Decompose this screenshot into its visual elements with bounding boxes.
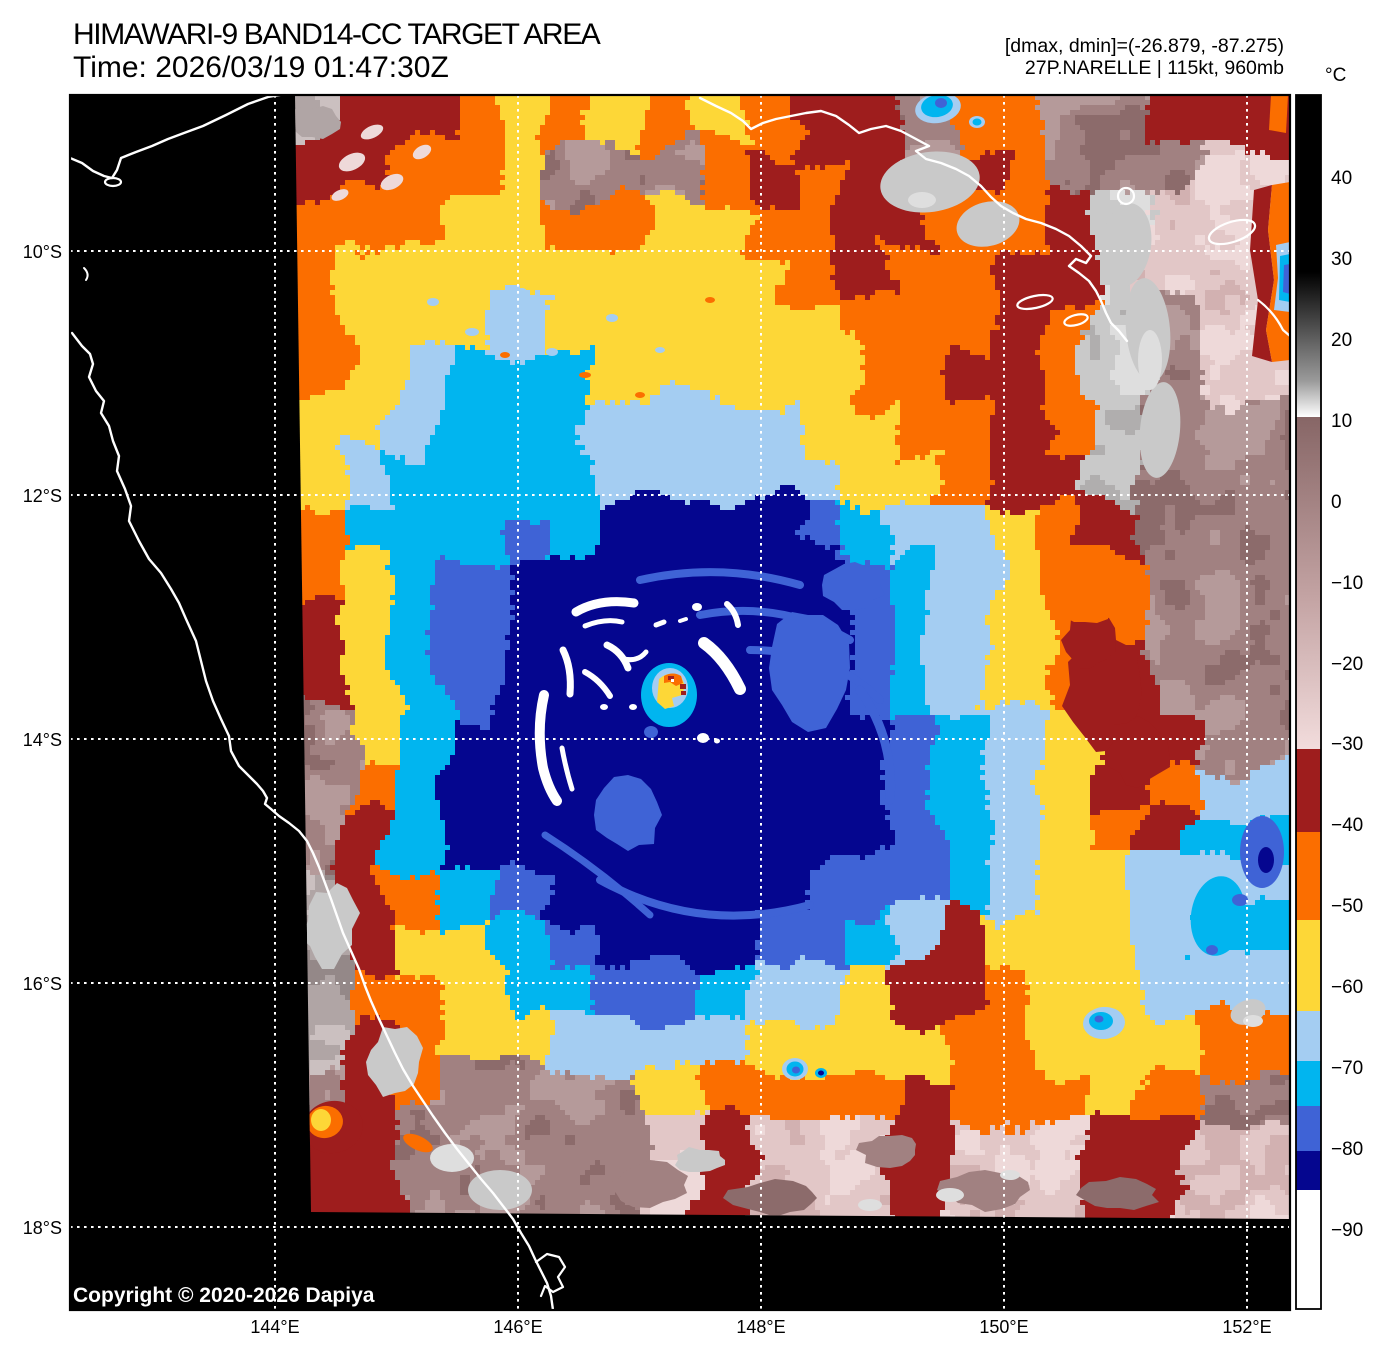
svg-text:144°E: 144°E — [250, 1317, 299, 1337]
svg-text:18°S: 18°S — [23, 1218, 62, 1238]
svg-text:10: 10 — [1331, 411, 1352, 432]
svg-text:−30: −30 — [1331, 734, 1363, 755]
svg-text:−10: −10 — [1331, 573, 1363, 594]
svg-text:−40: −40 — [1331, 815, 1363, 836]
svg-text:−20: −20 — [1331, 654, 1363, 675]
svg-text:[dmax, dmin]=(-26.879, -87.275: [dmax, dmin]=(-26.879, -87.275) — [1005, 35, 1284, 57]
svg-text:148°E: 148°E — [736, 1317, 785, 1337]
svg-text:−70: −70 — [1331, 1058, 1363, 1079]
svg-text:12°S: 12°S — [23, 486, 62, 506]
svg-text:30: 30 — [1331, 249, 1352, 270]
svg-text:Copyright © 2020-2026 Dapiya: Copyright © 2020-2026 Dapiya — [73, 1284, 375, 1307]
svg-text:°C: °C — [1325, 65, 1346, 86]
svg-text:150°E: 150°E — [979, 1317, 1028, 1337]
svg-text:Time: 2026/03/19 01:47:30Z: Time: 2026/03/19 01:47:30Z — [73, 51, 449, 84]
svg-text:−90: −90 — [1331, 1220, 1363, 1241]
svg-text:14°S: 14°S — [23, 730, 62, 750]
svg-text:152°E: 152°E — [1222, 1317, 1271, 1337]
svg-text:16°S: 16°S — [23, 974, 62, 994]
svg-text:HIMAWARI-9 BAND14-CC TARGET AR: HIMAWARI-9 BAND14-CC TARGET AREA — [73, 18, 601, 51]
svg-text:−60: −60 — [1331, 977, 1363, 998]
svg-text:−80: −80 — [1331, 1139, 1363, 1160]
svg-text:0: 0 — [1331, 492, 1342, 513]
svg-text:10°S: 10°S — [23, 242, 62, 262]
svg-text:20: 20 — [1331, 330, 1352, 351]
svg-text:40: 40 — [1331, 168, 1352, 189]
svg-text:146°E: 146°E — [493, 1317, 542, 1337]
svg-text:27P.NARELLE | 115kt, 960mb: 27P.NARELLE | 115kt, 960mb — [1025, 57, 1284, 79]
svg-text:−50: −50 — [1331, 896, 1363, 917]
